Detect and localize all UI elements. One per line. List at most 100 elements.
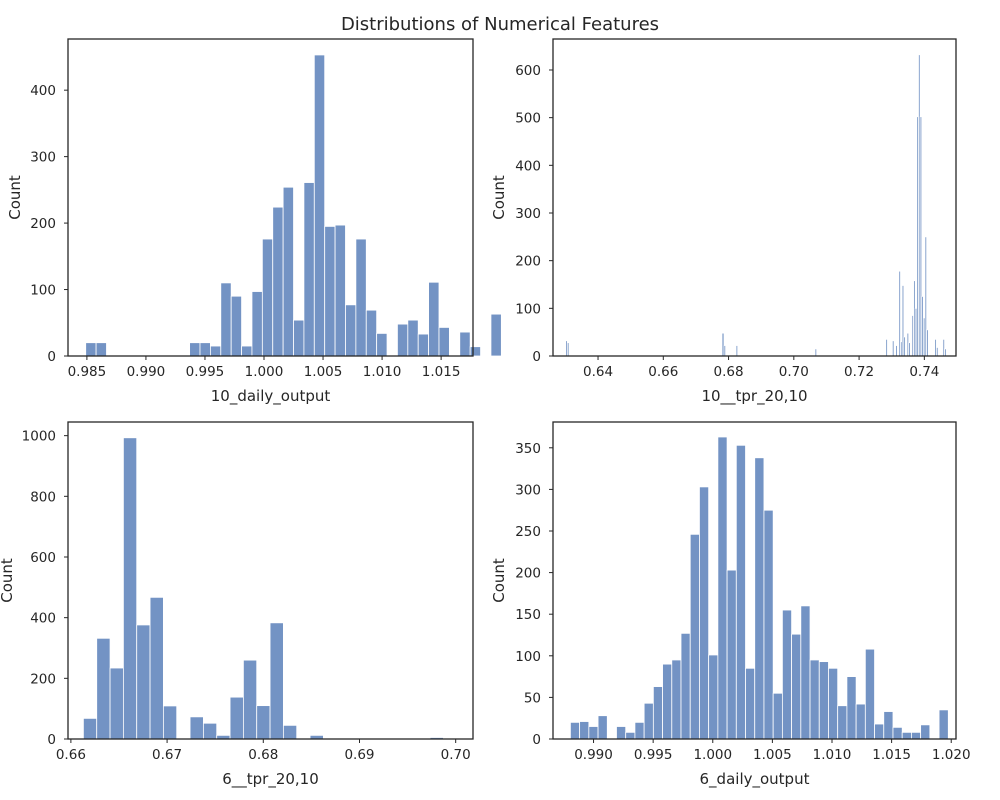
histogram-bar: [723, 345, 727, 357]
x-tick-label: 0.68: [714, 364, 744, 380]
histogram-bar: [754, 457, 765, 740]
histogram-bar: [241, 345, 253, 357]
y-tick-label: 100: [30, 283, 56, 299]
y-tick-label: 350: [515, 441, 541, 457]
y-tick-label: 200: [30, 671, 56, 687]
x-tick-label: 1.000: [245, 364, 284, 380]
histogram-panel-3: 0.66 0.67 0.68 0.69 0.70 0 200 400 600 800 1000 6__…: [0, 421, 474, 789]
y-tick-label: 500: [515, 111, 541, 127]
histogram-bar: [199, 342, 211, 357]
histogram-bar: [136, 624, 151, 740]
histogram-bar: [634, 721, 645, 740]
histogram-bar: [944, 348, 947, 357]
x-tick-label: 0.64: [583, 364, 613, 380]
histogram-bar: [334, 224, 346, 357]
histogram-bar: [230, 295, 242, 357]
figure-title: Distributions of Numerical Features: [341, 14, 659, 35]
histogram-bar: [109, 667, 124, 740]
y-tick-label: 1000: [22, 429, 56, 445]
histogram-bar: [892, 726, 903, 740]
histogram-bar: [122, 437, 138, 740]
histogram-bar: [407, 319, 419, 357]
histogram-bar: [256, 705, 271, 740]
bars: [85, 54, 502, 357]
histogram-bar: [920, 724, 931, 740]
histogram-bar: [469, 346, 481, 357]
y-tick-label: 0: [532, 349, 541, 365]
histogram-bar: [818, 661, 829, 740]
x-tick-label: 0.68: [248, 747, 278, 763]
x-tick-label: 0.66: [648, 364, 678, 380]
x-tick-label: 1.000: [693, 747, 732, 763]
x-tick-label: 1.005: [753, 747, 792, 763]
y-tick-label: 250: [515, 524, 541, 540]
y-tick-label: 400: [30, 83, 56, 99]
x-tick-label: 1.010: [363, 364, 402, 380]
x-tick-label: 0.985: [68, 364, 107, 380]
histogram-bar: [365, 309, 378, 357]
x-tick-label: 1.010: [813, 747, 852, 763]
histogram-bar: [652, 686, 663, 740]
histogram-bar: [699, 486, 710, 740]
y-tick-label: 600: [515, 63, 541, 79]
histogram-bar: [303, 182, 315, 357]
histogram-bar: [209, 345, 222, 357]
histogram-bar: [708, 654, 719, 740]
histogram-bar: [846, 676, 857, 740]
x-tick-label: 1.015: [872, 747, 911, 763]
y-tick-label: 400: [515, 158, 541, 174]
histogram-bar: [95, 342, 107, 357]
histogram-bar: [800, 605, 811, 740]
histogram-bar: [814, 348, 818, 357]
histogram-bar: [272, 206, 284, 357]
y-tick-label: 200: [515, 566, 541, 582]
y-axis-label: Count: [490, 558, 508, 603]
histogram-panel-2: 0.64 0.66 0.68 0.70 0.72 0.74 0 100 200 300 400 500…: [490, 38, 957, 406]
histogram-bar: [355, 238, 367, 357]
histogram-bar: [662, 663, 673, 740]
y-tick-label: 150: [515, 607, 541, 623]
histogram-bar: [809, 659, 820, 740]
histogram-bar: [85, 342, 97, 357]
histogram-bar: [689, 533, 700, 740]
x-tick-label: 0.70: [779, 364, 809, 380]
y-tick-label: 100: [515, 301, 541, 317]
x-tick-label: 0.66: [56, 747, 86, 763]
histogram-bar: [903, 336, 906, 357]
histogram-bar: [438, 327, 450, 357]
y-tick-label: 200: [30, 216, 56, 232]
x-tick-label: 0.995: [634, 747, 673, 763]
histogram-bar: [735, 345, 739, 357]
x-tick-label: 0.990: [127, 364, 166, 380]
histogram-bar: [579, 721, 590, 740]
histogram-bar: [671, 659, 682, 740]
axes-frame: [552, 38, 957, 357]
y-axis-label: Count: [490, 175, 508, 220]
x-axis-label: 10_daily_output: [211, 387, 331, 406]
histogram-bar: [717, 436, 728, 740]
x-tick-label: 0.995: [186, 364, 225, 380]
x-axis-label: 6__tpr_20,10: [222, 770, 319, 789]
histogram-bar: [864, 648, 875, 740]
histogram-bar: [855, 703, 866, 740]
histogram-bar: [417, 333, 430, 357]
y-tick-label: 600: [30, 550, 56, 566]
histogram-bar: [885, 338, 888, 357]
histogram-bar: [397, 323, 409, 357]
histogram-bar: [96, 637, 111, 740]
histogram-bar: [911, 731, 922, 740]
histogram-bar: [908, 342, 911, 357]
histogram-bar: [745, 667, 756, 740]
histogram-bar: [324, 226, 336, 357]
y-tick-label: 300: [30, 150, 56, 166]
histogram-bar: [588, 726, 599, 740]
histogram-panel-1: 0.985 0.990 0.995 1.000 1.005 1.010 1.015 0 100 2…: [6, 38, 502, 406]
y-tick-label: 400: [30, 611, 56, 627]
y-tick-label: 0: [47, 349, 56, 365]
x-axis-label: 10__tpr_20,10: [701, 387, 807, 406]
histogram-bar: [428, 281, 440, 357]
histogram-bar: [936, 347, 939, 357]
x-tick-label: 1.015: [422, 364, 461, 380]
histogram-bar: [735, 444, 746, 740]
x-tick-label: 1.020: [932, 747, 971, 763]
